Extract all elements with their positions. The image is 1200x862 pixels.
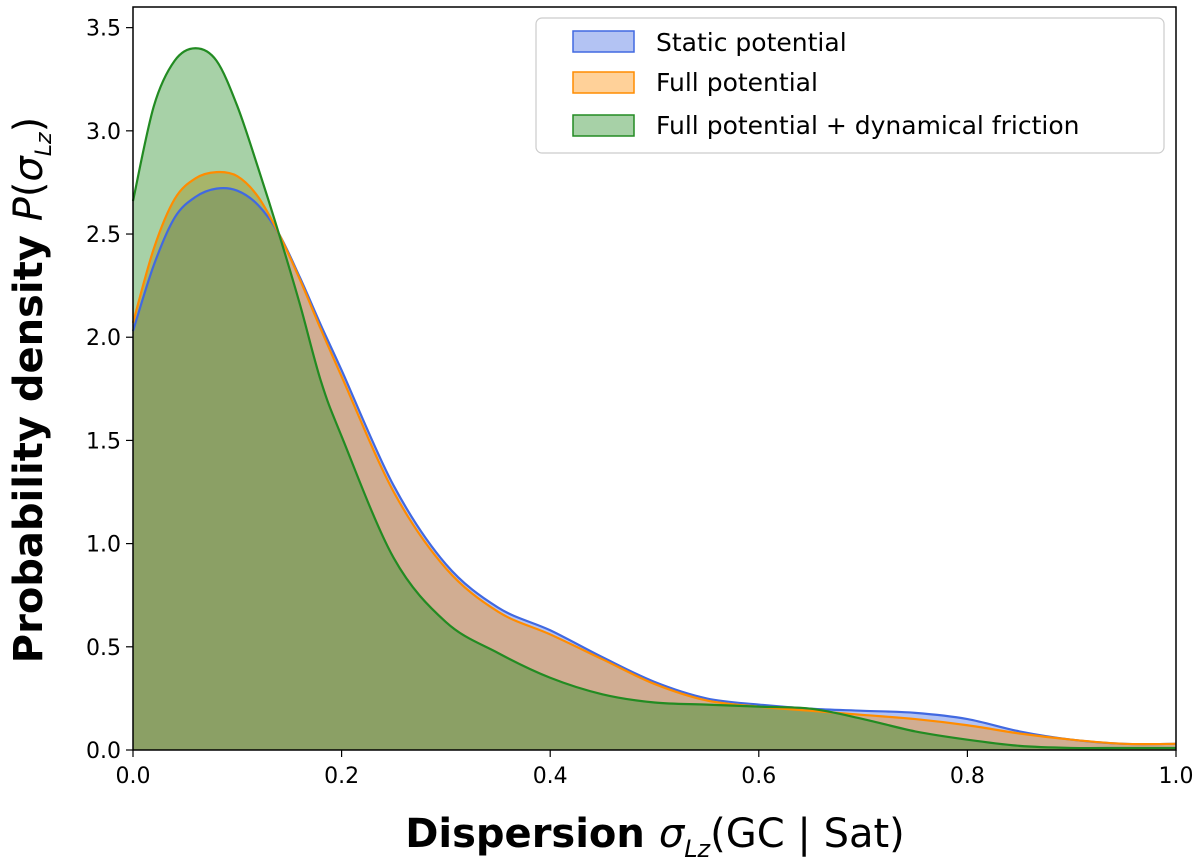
legend-swatch-friction bbox=[572, 114, 635, 137]
x-tick-label: 0.4 bbox=[533, 764, 568, 789]
area-fill-friction bbox=[133, 48, 1176, 750]
legend-label-full: Full potential bbox=[656, 68, 818, 97]
y-tick-label: 2.5 bbox=[86, 223, 121, 248]
y-tick-label: 1.5 bbox=[86, 429, 121, 454]
y-tick-label: 0.0 bbox=[86, 739, 121, 764]
y-title-sigma: σ bbox=[6, 155, 52, 182]
y-axis-ticks: 0.0 0.5 1.0 1.5 2.0 2.5 3.0 3.5 bbox=[86, 17, 133, 764]
legend-label-friction: Full potential + dynamical friction bbox=[656, 111, 1080, 140]
x-title-rest: (GC | Sat) bbox=[710, 811, 905, 857]
y-title-bold: Probability density bbox=[6, 221, 52, 663]
x-tick-label: 0.8 bbox=[950, 764, 985, 789]
x-tick-label: 1.0 bbox=[1159, 764, 1194, 789]
plot-frame bbox=[132, 6, 1177, 751]
y-title-close: ) bbox=[6, 117, 52, 133]
series-fills bbox=[133, 48, 1176, 750]
y-axis-title: Probability density P(σLz) bbox=[6, 117, 57, 663]
y-title-subscript: Lz bbox=[32, 132, 57, 156]
y-tick-label: 3.5 bbox=[86, 17, 121, 42]
x-axis-title: Dispersion σLz(GC | Sat) bbox=[405, 811, 905, 862]
area-fill-static bbox=[133, 188, 1176, 750]
x-title-symbol: σ bbox=[659, 811, 686, 857]
legend-swatch-full bbox=[572, 71, 635, 94]
y-title-open: ( bbox=[6, 182, 52, 198]
y-tick-label: 1.0 bbox=[86, 533, 121, 558]
legend: Static potential Full potential Full pot… bbox=[535, 17, 1165, 154]
x-tick-label: 0.6 bbox=[741, 764, 776, 789]
y-tick-label: 0.5 bbox=[86, 636, 121, 661]
y-tick-label: 3.0 bbox=[86, 120, 121, 145]
x-title-bold: Dispersion bbox=[405, 811, 659, 857]
series-lines bbox=[131, 47, 1177, 750]
area-fill-full bbox=[133, 172, 1176, 750]
legend-label-static: Static potential bbox=[656, 28, 847, 57]
x-axis-ticks: 0.0 0.2 0.4 0.6 0.8 1.0 bbox=[116, 750, 1194, 789]
x-tick-label: 0.0 bbox=[116, 764, 151, 789]
y-tick-label: 2.0 bbox=[86, 326, 121, 351]
y-title-symbol: P bbox=[6, 196, 52, 221]
density-line-friction bbox=[131, 47, 1176, 750]
legend-box bbox=[535, 17, 1165, 154]
legend-swatch-static bbox=[572, 30, 635, 53]
x-tick-label: 0.2 bbox=[324, 764, 359, 789]
x-title-subscript: Lz bbox=[684, 835, 711, 862]
density-line-full bbox=[131, 170, 1177, 746]
density-line-static bbox=[131, 186, 1177, 746]
